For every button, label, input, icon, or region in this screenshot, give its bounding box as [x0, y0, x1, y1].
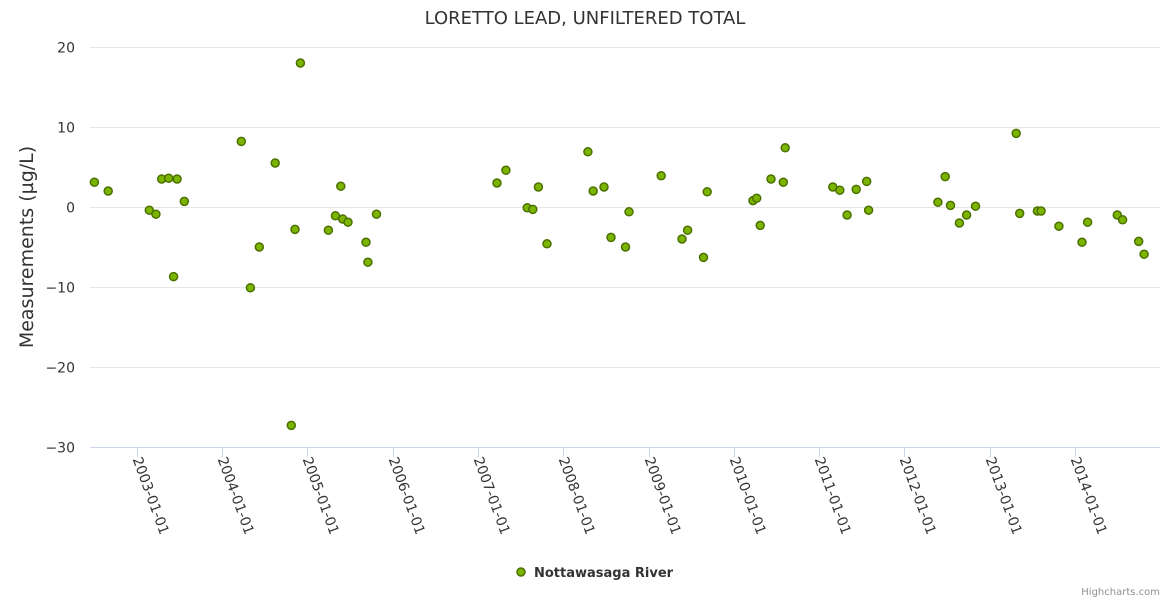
data-point[interactable]: [336, 181, 346, 191]
x-tick-label: 2011-01-01: [811, 455, 854, 537]
x-tick-label: 2006-01-01: [385, 455, 428, 537]
data-point[interactable]: [270, 158, 280, 168]
data-point[interactable]: [606, 232, 616, 243]
data-point[interactable]: [168, 271, 179, 282]
data-point[interactable]: [1133, 236, 1144, 247]
x-axis-ticks: 2003-01-01 2004-01-01 2005-01-01 2006-01-01…: [129, 447, 1110, 537]
data-point[interactable]: [323, 225, 334, 235]
data-point[interactable]: [656, 171, 666, 181]
y-tick-label: 10: [57, 121, 75, 137]
data-point[interactable]: [1117, 215, 1128, 225]
data-point[interactable]: [103, 186, 113, 196]
x-tick-label: 2013-01-01: [982, 455, 1025, 537]
y-tick-label: −20: [45, 361, 75, 377]
x-tick-label: 2009-01-01: [641, 455, 684, 537]
data-point[interactable]: [371, 209, 382, 219]
data-point[interactable]: [290, 224, 300, 235]
y-tick-label: −30: [45, 441, 75, 457]
data-point[interactable]: [861, 176, 872, 187]
data-point[interactable]: [863, 205, 874, 215]
data-point[interactable]: [970, 201, 981, 211]
x-tick-label: 2012-01-01: [896, 455, 939, 537]
data-point[interactable]: [245, 283, 256, 293]
legend-item-label[interactable]: Nottawasaga River: [534, 566, 674, 581]
data-point[interactable]: [89, 177, 100, 187]
data-point[interactable]: [361, 237, 371, 247]
data-point[interactable]: [163, 173, 174, 183]
data-point[interactable]: [682, 225, 693, 235]
data-point[interactable]: [751, 193, 762, 203]
data-point[interactable]: [842, 210, 852, 220]
data-point[interactable]: [286, 420, 297, 431]
data-point[interactable]: [940, 171, 950, 182]
x-tick-label: 2003-01-01: [129, 455, 172, 537]
data-point[interactable]: [144, 205, 155, 215]
y-tick-label: 20: [57, 41, 75, 57]
data-point[interactable]: [1082, 217, 1093, 227]
legend[interactable]: Nottawasaga River: [516, 566, 674, 581]
data-point[interactable]: [835, 185, 845, 195]
data-point[interactable]: [620, 242, 631, 252]
data-point[interactable]: [588, 186, 598, 196]
data-point[interactable]: [945, 200, 956, 211]
data-point[interactable]: [1139, 249, 1149, 259]
data-point[interactable]: [363, 257, 373, 267]
data-point[interactable]: [295, 58, 306, 68]
data-point[interactable]: [780, 143, 790, 153]
data-point[interactable]: [599, 182, 609, 192]
chart-title: LORETTO LEAD, UNFILTERED TOTAL: [425, 8, 746, 29]
data-point[interactable]: [583, 147, 593, 157]
data-point[interactable]: [1077, 237, 1087, 247]
data-point[interactable]: [236, 136, 247, 147]
x-tick-label: 2010-01-01: [726, 455, 769, 537]
series-nottawasaga-river[interactable]: [89, 58, 1149, 431]
data-point[interactable]: [624, 207, 634, 217]
data-point[interactable]: [1054, 221, 1064, 231]
credits-link[interactable]: Highcharts.com: [1081, 587, 1160, 598]
data-point[interactable]: [698, 252, 709, 263]
data-point[interactable]: [1011, 128, 1021, 139]
data-point[interactable]: [528, 204, 538, 215]
data-point[interactable]: [1014, 208, 1025, 219]
data-point[interactable]: [954, 218, 965, 228]
data-point[interactable]: [677, 234, 687, 244]
data-point[interactable]: [778, 177, 789, 187]
data-point[interactable]: [533, 182, 544, 192]
data-point[interactable]: [492, 178, 502, 188]
data-point[interactable]: [254, 242, 265, 252]
data-point[interactable]: [766, 174, 776, 184]
data-point[interactable]: [151, 209, 161, 219]
x-tick-label: 2008-01-01: [555, 455, 598, 537]
legend-marker: [516, 567, 526, 577]
data-point[interactable]: [343, 217, 353, 227]
data-point[interactable]: [1036, 206, 1046, 216]
y-axis-label: Measurements (µg/L): [16, 146, 38, 348]
x-tick-label: 2005-01-01: [299, 455, 342, 537]
y-tick-label: −10: [45, 281, 75, 297]
data-point[interactable]: [542, 239, 552, 249]
data-point[interactable]: [933, 197, 943, 207]
x-tick-label: 2004-01-01: [214, 455, 257, 537]
data-point[interactable]: [172, 174, 182, 184]
data-point[interactable]: [755, 220, 765, 231]
x-tick-label: 2007-01-01: [470, 455, 513, 537]
x-tick-label: 2014-01-01: [1067, 455, 1110, 537]
data-point[interactable]: [702, 187, 712, 197]
y-tick-label: 0: [66, 201, 75, 217]
data-point[interactable]: [851, 184, 861, 195]
data-point[interactable]: [501, 165, 511, 175]
data-point[interactable]: [179, 196, 190, 207]
data-point[interactable]: [961, 210, 972, 220]
y-axis-tick-labels: −30 −20 −10 0 10 20: [45, 41, 75, 457]
